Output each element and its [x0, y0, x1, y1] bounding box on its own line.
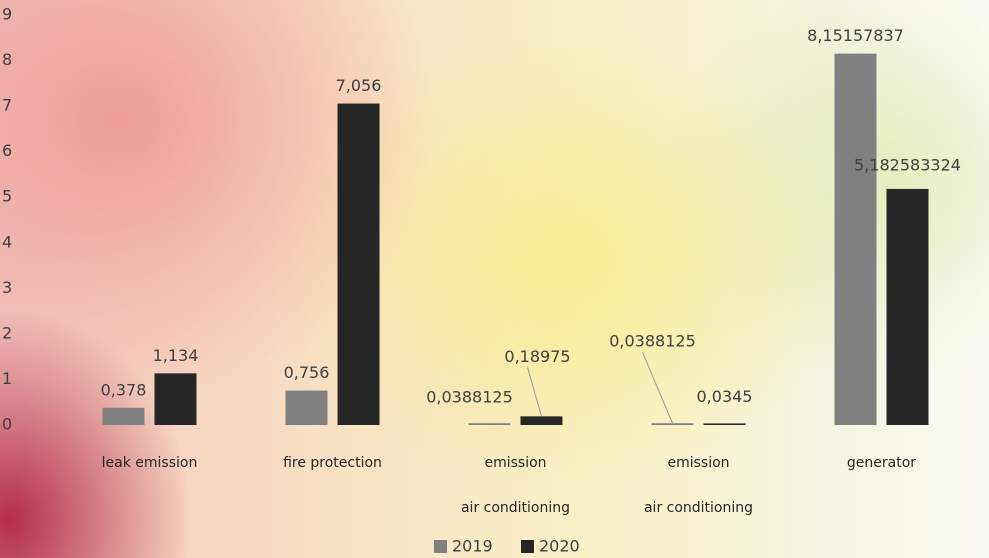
- x-tick-label: fire protection: [283, 455, 382, 471]
- bar: [102, 407, 145, 425]
- bar: [834, 53, 877, 425]
- value-label: 1,134: [153, 346, 199, 365]
- y-tick-label: 1: [2, 369, 12, 388]
- value-label: 0,378: [101, 380, 147, 399]
- legend-label: 2019: [452, 537, 493, 556]
- y-tick-label: 9: [2, 5, 12, 24]
- bar: [468, 423, 511, 425]
- legend-swatch: [434, 540, 447, 553]
- value-label: 0,756: [284, 363, 330, 382]
- y-tick-label: 8: [2, 50, 12, 69]
- y-tick-label: 4: [2, 232, 12, 251]
- y-tick-label: 2: [2, 323, 12, 342]
- legend-swatch: [521, 540, 534, 553]
- value-label: 7,056: [336, 76, 382, 95]
- value-label: 0,18975: [504, 347, 570, 366]
- y-tick-label: 3: [2, 278, 12, 297]
- bar: [154, 373, 197, 425]
- bar: [520, 416, 563, 425]
- legend-label: 2020: [539, 537, 580, 556]
- value-label: 5,182583324: [854, 155, 961, 174]
- value-label: 0,0388125: [609, 332, 696, 351]
- y-tick-label: 0: [2, 415, 12, 434]
- y-tick-label: 6: [2, 141, 12, 160]
- value-label: 0,0345: [697, 387, 753, 406]
- bar: [651, 423, 694, 425]
- x-tick-label: leak emission: [102, 455, 198, 471]
- bar: [285, 390, 328, 425]
- y-tick-label: 7: [2, 96, 12, 115]
- bar: [337, 103, 380, 425]
- x-tick-label: air conditioning: [461, 500, 570, 516]
- value-label: 8,15157837: [807, 26, 904, 45]
- x-tick-label: emission: [484, 455, 546, 471]
- value-label: 0,0388125: [426, 388, 513, 407]
- bar: [703, 423, 746, 425]
- y-tick-label: 5: [2, 187, 12, 206]
- bar: [886, 188, 929, 425]
- x-tick-label: emission: [667, 455, 729, 471]
- leader-line: [642, 352, 673, 424]
- x-tick-label: generator: [847, 455, 916, 471]
- x-tick-label: air conditioning: [644, 500, 753, 516]
- leader-line: [527, 367, 542, 417]
